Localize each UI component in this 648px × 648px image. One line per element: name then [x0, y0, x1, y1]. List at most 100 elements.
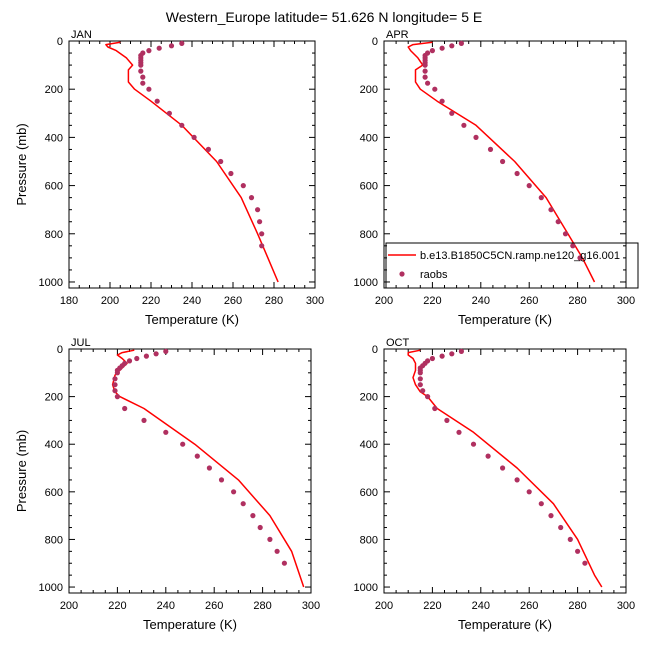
x-tick-label: 200 — [375, 295, 393, 307]
x-axis-title: Temperature (K) — [145, 312, 239, 327]
raobs-point — [180, 441, 186, 447]
x-tick-label: 260 — [520, 600, 538, 612]
raobs-point — [146, 86, 152, 92]
raobs-point — [281, 560, 287, 566]
plot-frame — [68, 348, 312, 594]
panel-jan: 180 200 220 240 260 280 300 0 200 400 600 800 1000 JA… — [14, 29, 324, 327]
y-tick-label: 600 — [360, 487, 378, 499]
raobs-point — [259, 243, 265, 249]
y-tick-label: 0 — [57, 344, 63, 356]
raobs-point — [432, 405, 438, 412]
y-tick-label: 600 — [45, 487, 63, 499]
raobs-point — [194, 453, 200, 459]
y-tick-label: 200 — [45, 84, 63, 96]
y-axis-title: Pressure (mb) — [14, 123, 29, 205]
raobs-point — [538, 501, 544, 507]
raobs-point — [138, 68, 144, 74]
raobs-point — [449, 43, 455, 49]
y-tick-label: 400 — [360, 439, 378, 451]
raobs-point — [240, 183, 246, 189]
raobs-point — [514, 170, 520, 177]
panel-label: JUL — [71, 337, 91, 349]
panel-oct: 200 220 240 260 280 300 0 200 400 600 800 1000 OCT Te… — [354, 337, 636, 632]
legend-dot-swatch — [399, 271, 405, 277]
y-tick-label: 1000 — [39, 277, 63, 289]
raobs-point — [240, 501, 246, 507]
panel-label: JAN — [71, 29, 92, 41]
x-tick-label: 220 — [423, 295, 441, 307]
x-tick-label: 260 — [224, 295, 242, 307]
raobs-point — [420, 388, 426, 394]
raobs-point — [562, 231, 569, 237]
raobs-point — [526, 183, 532, 189]
raobs-point — [259, 231, 265, 237]
x-tick-label: 240 — [472, 600, 490, 612]
raobs-point — [526, 489, 532, 495]
x-tick-label: 200 — [101, 295, 119, 307]
raobs-point — [112, 382, 118, 388]
raobs-point — [567, 536, 573, 543]
x-tick-label: 300 — [306, 295, 324, 307]
legend-label-model: b.e13.B1850C5CN.ramp.ne120_g16.001 — [420, 250, 620, 262]
raobs-point — [114, 370, 120, 376]
raobs-point — [558, 524, 564, 531]
x-tick-label: 220 — [142, 295, 160, 307]
raobs-point — [257, 524, 263, 531]
raobs-point — [206, 465, 212, 471]
x-tick-label: 220 — [423, 600, 441, 612]
raobs-point — [570, 243, 576, 249]
x-tick-label: 220 — [108, 600, 126, 612]
raobs-point — [575, 548, 581, 554]
y-tick-label: 200 — [360, 84, 378, 96]
x-axis-title: Temperature (K) — [458, 617, 552, 632]
panel-jul: 200 220 240 260 280 300 0 200 400 600 800 1000 JUL Te… — [14, 337, 320, 632]
y-tick-label: 600 — [45, 181, 63, 193]
raobs-point — [140, 74, 146, 80]
raobs-point — [514, 477, 520, 483]
model-profile-line — [105, 41, 279, 283]
raobs-point — [577, 255, 583, 261]
raobs-point — [417, 370, 423, 376]
raobs-point — [231, 489, 237, 495]
raobs-point — [485, 453, 491, 459]
raobs-point — [134, 355, 140, 362]
raobs-point — [153, 351, 159, 357]
raobs-point — [218, 158, 224, 165]
raobs-point — [140, 80, 146, 86]
raobs-point — [458, 40, 464, 47]
plot-frame — [68, 40, 316, 289]
y-tick-label: 400 — [360, 132, 378, 144]
raobs-point — [425, 394, 431, 400]
x-tick-label: 280 — [253, 600, 271, 612]
raobs-point — [548, 513, 554, 519]
raobs-point — [582, 560, 588, 566]
x-tick-label: 200 — [60, 600, 78, 612]
raobs-point — [163, 429, 169, 435]
x-tick-label: 300 — [617, 295, 635, 307]
raobs-point — [473, 134, 479, 140]
x-tick-label: 300 — [617, 600, 635, 612]
raobs-point — [548, 207, 554, 213]
y-tick-label: 800 — [45, 229, 63, 241]
x-tick-label: 180 — [60, 295, 78, 307]
raobs-point — [432, 86, 438, 92]
raobs-point — [500, 158, 506, 165]
raobs-point — [422, 74, 428, 80]
y-tick-label: 400 — [45, 439, 63, 451]
x-tick-label: 260 — [205, 600, 223, 612]
raobs-point — [439, 98, 445, 104]
raobs-point — [425, 80, 431, 86]
x-tick-label: 240 — [157, 600, 175, 612]
x-tick-label: 280 — [568, 600, 586, 612]
raobs-point — [274, 548, 280, 554]
raobs-point — [555, 219, 561, 225]
raobs-point — [250, 513, 256, 519]
raobs-point — [122, 405, 128, 412]
legend-label-raobs: raobs — [420, 269, 448, 281]
raobs-point — [461, 122, 467, 128]
raobs-point — [257, 219, 263, 225]
raobs-point — [417, 376, 423, 382]
raobs-point — [168, 43, 175, 49]
